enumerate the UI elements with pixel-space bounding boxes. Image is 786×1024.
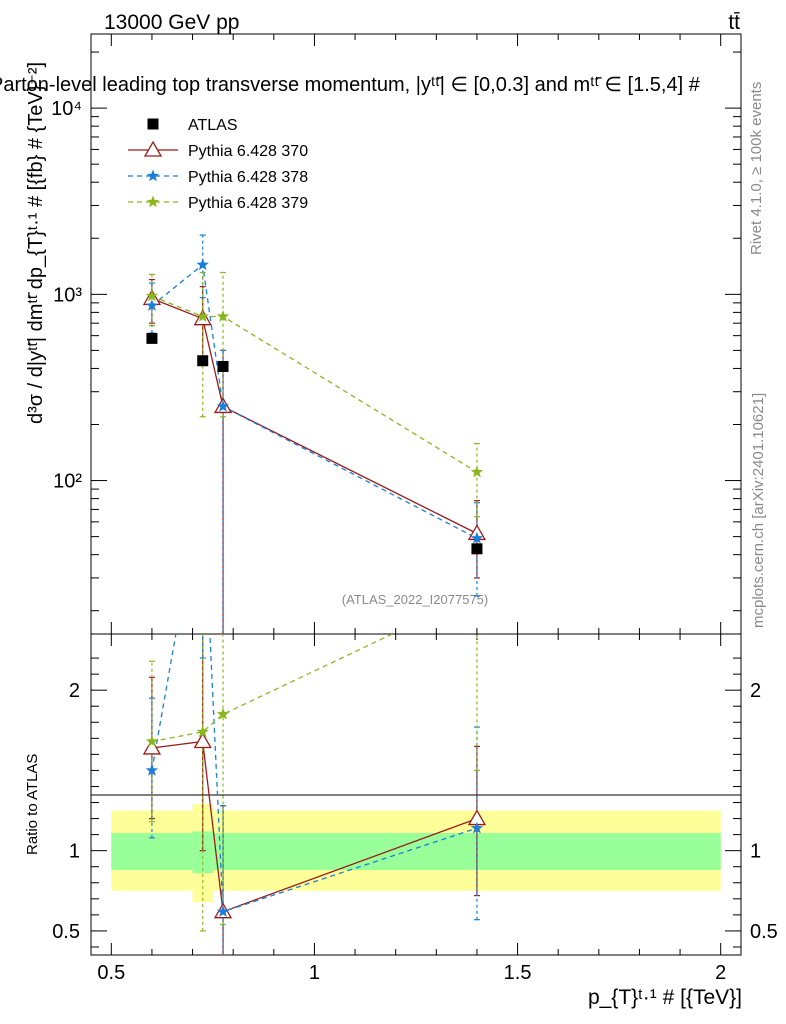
ratio-point-p370 [142,738,162,755]
main-point-data [471,543,483,555]
ratio-line-p378 [151,634,478,913]
ratio-y-tick-label: 0.5 [52,921,80,943]
ratio-point-p370 [193,732,212,749]
main-point-p379 [470,465,484,478]
legend-marker-p370 [143,140,163,157]
y-tick-label: 10² [53,471,82,493]
x-tick-label: 2 [715,962,726,984]
mcplots-label: mcplots.cern.ch [arXiv:2401.10621] [750,393,767,628]
main-point-p378 [470,531,484,544]
ratio-y-tick-label-right: 1 [750,841,761,863]
x-axis-label: p_{T}ᵗ·¹ # [{TeV}] [588,986,742,1009]
legend: ATLAS Pythia 6.428 370 Pythia 6.428 378 Pyt… [128,117,308,212]
main-y-axis-label: d³σ / d|yᵗᵗ̄| dmᵗᵗ̄ dp_{T}ᵗ·¹ # [{fb} # … [25,62,47,424]
analysis-watermark: (ATLAS_2022_I2077575) [342,592,488,607]
legend-marker-p379 [146,195,160,208]
legend-label-p379: Pythia 6.428 379 [188,195,308,212]
x-tick-label: 1.5 [504,962,532,984]
ratio-point-p378 [470,821,484,834]
legend-label-p370: Pythia 6.428 370 [188,143,308,160]
main-point-data [197,355,209,367]
band-inner-2 [212,833,721,870]
main-point-data [217,360,229,372]
rivet-label: Rivet 4.1.0, ≥ 100k events [748,82,765,255]
ratio-series [142,475,487,955]
ratio-y-axis-label: Ratio to ATLAS [24,754,41,855]
main-point-p378 [216,400,230,412]
ratio-point-p378 [197,475,209,487]
ratio-point-p378 [216,905,230,917]
legend-marker-p378 [146,169,160,182]
main-point-p379 [196,310,209,322]
ratio-y-tick-label-right: 0.5 [750,921,778,943]
ratio-y-tick-label: 2 [69,680,80,702]
ratio-y-tick-label: 1 [69,841,80,863]
legend-label-p378: Pythia 6.428 378 [188,169,308,186]
ratio-y-tick-label-right: 2 [750,680,761,702]
ratio-point-p379 [145,735,159,747]
ratio-point-p378 [145,763,159,776]
main-point-p379 [145,289,159,302]
energy-label: 13000 GeV pp [104,11,239,34]
main-point-p378 [196,258,209,271]
x-tick-label: 0.5 [97,962,125,984]
y-tick-label: 10⁴ [51,98,82,120]
ratio-line-p379 [151,634,394,743]
main-point-data [146,332,158,344]
axes-ticks: 0.5 1 1.5 2 10² 10³ 10⁴ 0.5 0.5 1 1 2 2 [51,34,778,984]
main-point-p379 [216,310,230,322]
band-inner-0 [111,833,193,870]
plot-title: Parton-level leading top transverse mome… [0,74,701,96]
ratio-point-p379 [196,725,209,738]
main-line-p379 [151,295,478,473]
process-label: tt̄ [728,11,740,34]
legend-label-data: ATLAS [188,117,238,134]
uncertainty-bands [111,804,721,903]
ratio-point-p379 [216,707,230,720]
main-line-p370 [151,297,478,535]
y-tick-label: 10³ [53,284,82,306]
ratio-line-p370 [151,740,478,913]
x-tick-label: 1 [309,962,320,984]
main-series [142,234,487,634]
legend-marker-data [147,118,159,130]
main-point-p378 [145,299,159,311]
main-line-p378 [151,263,478,539]
